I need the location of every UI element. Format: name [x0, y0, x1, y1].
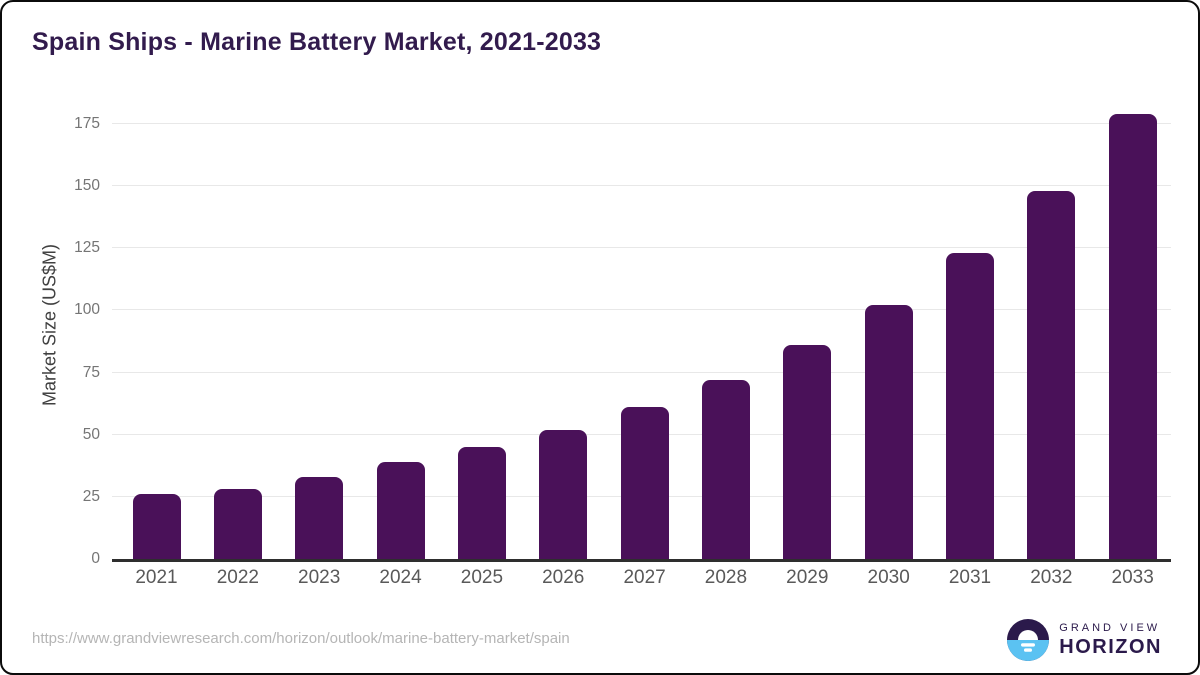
y-tick-label-50: 50: [82, 425, 100, 443]
brand-name-top: GRAND VIEW: [1059, 621, 1161, 634]
horizon-sun-icon: [1007, 619, 1050, 661]
x-axis-tick-labels: 2021 2022 2023 2024 2025 2026 2027 2028 2029 2030…: [112, 567, 1171, 591]
gridline-125: [112, 247, 1171, 249]
bar-2021: [132, 494, 181, 559]
x-tick-label-2025: 2025: [460, 567, 504, 588]
plot-area: [112, 113, 1171, 562]
source-url: https://www.grandviewresearch.com/horizo…: [32, 630, 570, 647]
x-tick-label-2022: 2022: [216, 567, 259, 588]
x-tick-label-2029: 2029: [786, 567, 829, 588]
bar-2025: [457, 447, 506, 559]
gridline-100: [112, 309, 1171, 311]
bar-2031: [946, 253, 994, 559]
y-tick-label-0: 0: [91, 550, 100, 567]
x-tick-label-2033: 2033: [1111, 567, 1154, 588]
y-tick-label-125: 125: [74, 239, 100, 257]
bar-2022: [213, 489, 262, 559]
brand-logo: GRAND VIEW HORIZON: [1007, 619, 1162, 661]
x-tick-label-2031: 2031: [948, 567, 992, 588]
x-tick-label-2026: 2026: [542, 567, 585, 588]
y-axis-tick-labels: 0 25 50 75 100 125 150 175: [2, 114, 100, 567]
x-tick-label-2023: 2023: [298, 567, 341, 588]
y-tick-label-25: 25: [82, 487, 100, 505]
gridline-175: [112, 122, 1171, 124]
x-tick-label-2032: 2032: [1030, 567, 1073, 588]
bar-2024: [376, 462, 425, 559]
brand-wordmark: GRAND VIEW HORIZON: [1059, 622, 1162, 659]
bar-2032: [1027, 190, 1076, 559]
bar-2030: [864, 305, 913, 559]
gridline-150: [112, 184, 1171, 186]
chart-title: Spain Ships - Marine Battery Market, 202…: [32, 28, 602, 56]
x-tick-label-2030: 2030: [867, 567, 910, 588]
x-tick-label-2027: 2027: [623, 567, 666, 588]
y-tick-label-75: 75: [82, 363, 100, 381]
bar-2033: [1108, 113, 1157, 559]
bar-2023: [295, 476, 344, 559]
bar-2027: [620, 407, 669, 559]
bar-2029: [783, 345, 832, 559]
y-tick-label-150: 150: [74, 176, 100, 194]
bar-2028: [701, 379, 750, 559]
brand-name-bottom: HORIZON: [1059, 635, 1162, 658]
gridline-75: [112, 371, 1171, 373]
x-tick-label-2021: 2021: [135, 567, 178, 588]
x-tick-label-2028: 2028: [704, 567, 748, 588]
x-tick-label-2024: 2024: [379, 567, 422, 588]
y-tick-label-175: 175: [74, 114, 100, 132]
y-tick-label-100: 100: [74, 301, 100, 319]
bar-2026: [539, 429, 588, 559]
x-axis-line: [112, 559, 1171, 562]
